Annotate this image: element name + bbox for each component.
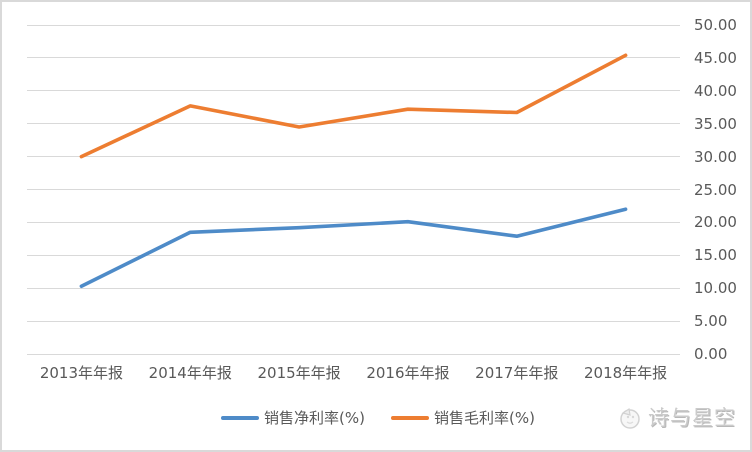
series-lines: [79, 53, 628, 289]
gridline: [27, 123, 680, 125]
gridline: [27, 189, 680, 190]
y-axis-tick-label: 30.00: [694, 147, 737, 166]
watermark-text: 诗与星空: [648, 406, 736, 430]
series-line-net-margin: [79, 207, 628, 289]
gridline: [27, 221, 680, 223]
y-axis-tick-label: 5.00: [694, 312, 728, 331]
x-axis-tick-label: 2018年年报: [583, 364, 668, 382]
y-axis-tick-label: 25.00: [694, 180, 737, 199]
x-axis-tick-label: 2017年年报: [475, 364, 559, 382]
legend-item-gross-margin: 销售毛利率(%): [391, 407, 535, 428]
gridline: [27, 90, 680, 92]
y-axis-tick-label: 20.00: [694, 213, 737, 232]
legend-label-net-margin: 销售净利率(%): [264, 409, 365, 427]
x-axis-tick-label: 2016年年报: [366, 364, 450, 382]
gridline: [27, 57, 680, 59]
legend: 销售净利率(%) 销售毛利率(%): [2, 407, 750, 428]
watermark: 诗与星空: [616, 402, 736, 432]
legend-line-swatch-gross-margin: [391, 415, 429, 420]
legend-label-gross-margin: 销售毛利率(%): [434, 409, 535, 427]
x-axis-tick-label: 2013年年报: [39, 364, 123, 382]
y-axis-tick-label: 0.00: [694, 345, 728, 363]
gridline: [27, 156, 680, 158]
gridline: [27, 287, 680, 289]
gridline: [27, 254, 680, 256]
y-axis-tick-label: 15.00: [694, 246, 737, 265]
gridline: [27, 353, 680, 355]
gridline: [27, 320, 680, 322]
x-axis-tick-label: 2015年年报: [257, 364, 341, 382]
x-axis-tick-label: 2014年年报: [148, 364, 232, 382]
y-axis-tick-label: 10.00: [694, 279, 737, 298]
gridline: [27, 24, 680, 26]
series-line-gross-margin: [79, 53, 628, 159]
y-axis-tick-label: 40.00: [694, 81, 737, 100]
y-axis-tick-label: 50.00: [694, 16, 737, 34]
y-axis-tick-label: 45.00: [694, 48, 737, 67]
legend-line-swatch-net-margin: [221, 415, 260, 420]
legend-item-net-margin: 销售净利率(%): [221, 407, 365, 428]
bird-logo-icon: [620, 407, 640, 429]
plot-area: [27, 24, 680, 355]
y-axis-tick-label: 35.00: [694, 114, 737, 133]
